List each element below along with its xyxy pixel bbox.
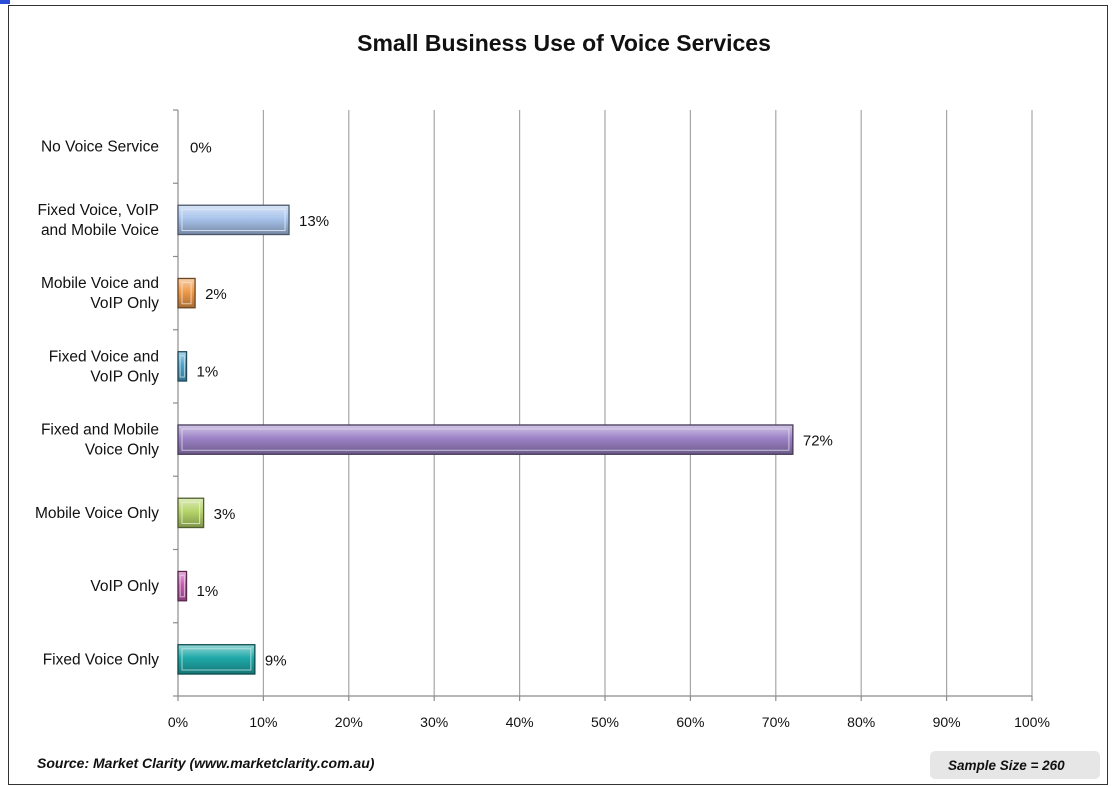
bar: [177, 424, 794, 455]
chart-title: Small Business Use of Voice Services: [357, 30, 771, 56]
labels: 0% 10% 20% 30% 40% 50% 60% 70% 80% 90% 100% No Voic…: [35, 139, 1050, 730]
category-label: Fixed Voice Only: [43, 651, 160, 668]
bar-bevel: [179, 574, 185, 598]
corner-mark: [0, 0, 10, 4]
data-label: 0%: [190, 140, 212, 157]
category-label: Mobile Voice and: [41, 275, 159, 292]
data-label: 1%: [197, 363, 219, 380]
bar: [177, 204, 290, 236]
category-label: Fixed Voice and: [49, 348, 159, 365]
category-label: and Mobile Voice: [41, 222, 159, 239]
x-tick-label: 90%: [933, 714, 961, 730]
x-tick-label: 40%: [506, 714, 534, 730]
data-label: 2%: [205, 286, 227, 303]
bar-bevel: [181, 648, 252, 671]
x-tick-label: 20%: [335, 714, 363, 730]
x-tick-label: 30%: [420, 714, 448, 730]
x-tick-label: 80%: [847, 714, 875, 730]
data-label: 1%: [197, 583, 219, 600]
bar-bevel: [179, 355, 185, 378]
category-label: Fixed and Mobile: [41, 422, 159, 439]
bar-bevel: [181, 428, 790, 451]
data-label: 13%: [299, 213, 329, 230]
x-tick-label: 50%: [591, 714, 619, 730]
sample-size-badge: Sample Size = 260: [930, 751, 1100, 779]
category-label: No Voice Service: [41, 139, 159, 156]
category-label: Voice Only: [85, 442, 159, 459]
x-tick-label: 60%: [676, 714, 704, 730]
data-label: 3%: [214, 506, 236, 523]
bar: [177, 570, 188, 602]
bar-bevel: [181, 208, 286, 232]
bar: [177, 351, 188, 382]
x-tick-label: 0%: [168, 714, 188, 730]
category-label: VoIP Only: [90, 578, 159, 595]
bar-bevel: [181, 501, 201, 525]
category-label: VoIP Only: [90, 368, 159, 385]
data-label: 9%: [265, 652, 287, 669]
category-label: VoIP Only: [90, 295, 159, 312]
axes: [173, 109, 1033, 701]
x-tick-label: 70%: [762, 714, 790, 730]
bar: [177, 644, 256, 675]
x-tick-label: 10%: [249, 714, 277, 730]
bar-bevel: [181, 281, 192, 305]
x-tick-label: 100%: [1014, 714, 1050, 730]
bars: [177, 204, 794, 675]
category-label: Fixed Voice, VoIP: [38, 202, 160, 219]
category-label: Mobile Voice Only: [35, 505, 159, 522]
source-note: Source: Market Clarity (www.marketclarit…: [37, 755, 375, 771]
data-label: 72%: [803, 433, 833, 450]
gridlines: [262, 110, 1033, 696]
